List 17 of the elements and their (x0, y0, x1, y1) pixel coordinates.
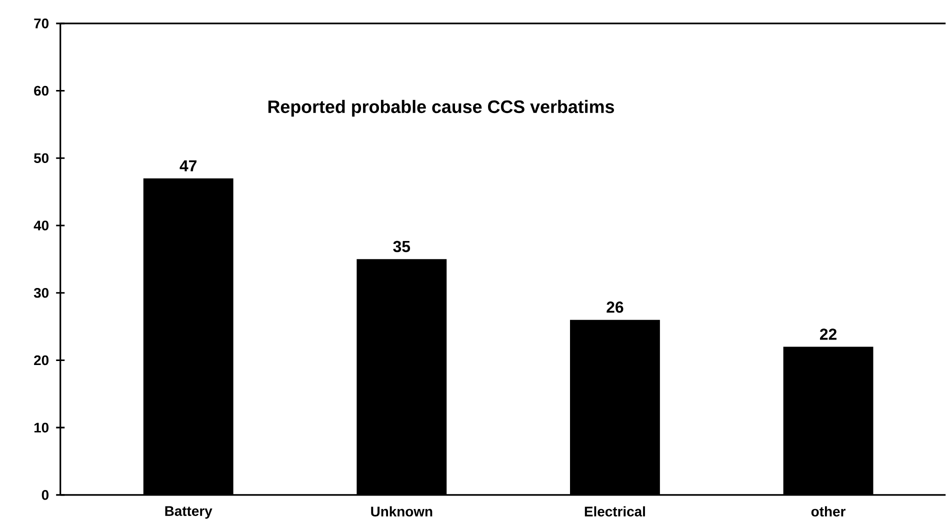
y-tick-label: 60 (34, 86, 49, 96)
y-tick-label: 0 (42, 490, 49, 500)
x-tick-label: other (811, 506, 846, 516)
text: Reported probable cause CCS verbatims (268, 100, 614, 116)
y-tick-label: 50 (34, 153, 49, 163)
data-label: 47 (180, 160, 196, 172)
y-tick-label: 70 (34, 18, 49, 28)
x-tick-label: Electrical (584, 506, 645, 516)
y-tick-label: 10 (34, 422, 49, 432)
y-tick-label: 40 (34, 220, 49, 230)
y-tick-label: 30 (34, 288, 49, 298)
data-label: 22 (820, 328, 836, 340)
data-label: 35 (393, 240, 410, 252)
x-tick-label: Unknown (371, 506, 432, 516)
x-tick-label: Battery (165, 506, 212, 519)
y-tick-label: 20 (34, 355, 49, 365)
data-label: 26 (606, 301, 624, 313)
